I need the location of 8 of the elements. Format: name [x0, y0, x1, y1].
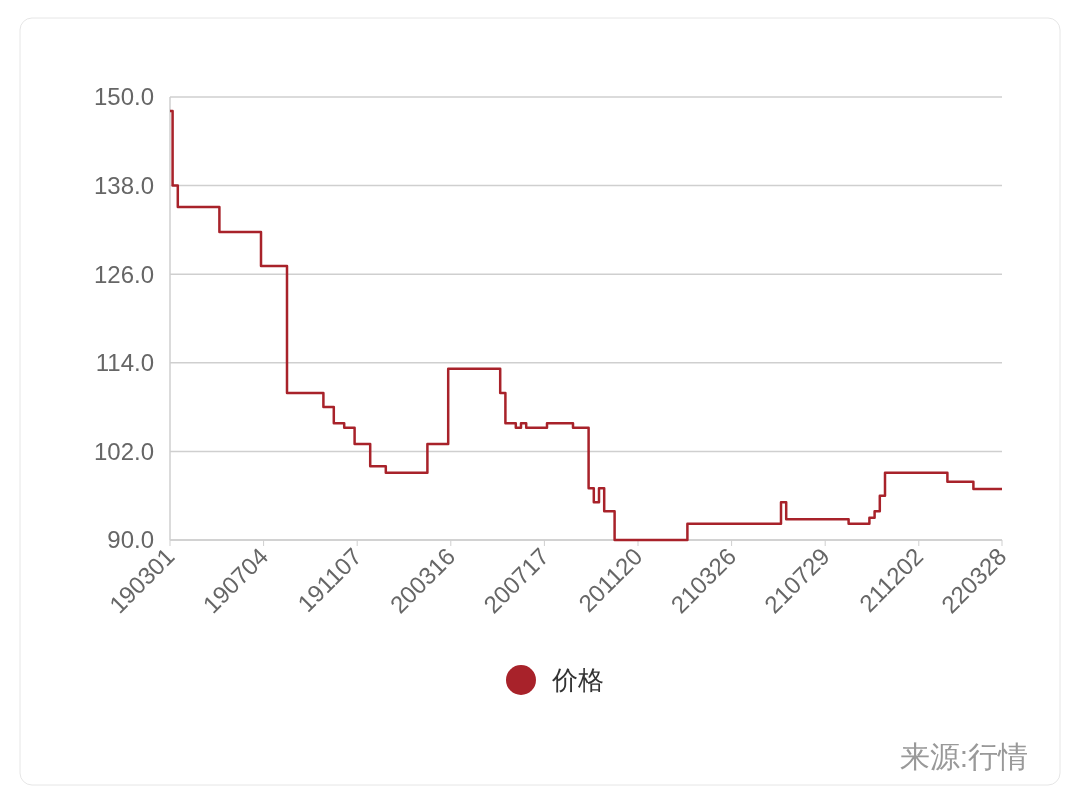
source-note: 来源:行情 — [899, 740, 1028, 773]
y-tick-label: 114.0 — [95, 349, 154, 377]
y-tick-label: 138.0 — [93, 172, 154, 199]
y-tick-label: 90.0 — [107, 526, 154, 554]
y-tick-label: 102.0 — [93, 437, 154, 465]
legend-label: 价格 — [551, 665, 604, 696]
y-tick-label: 126.0 — [93, 260, 154, 288]
y-tick-label: 150.0 — [93, 83, 154, 111]
